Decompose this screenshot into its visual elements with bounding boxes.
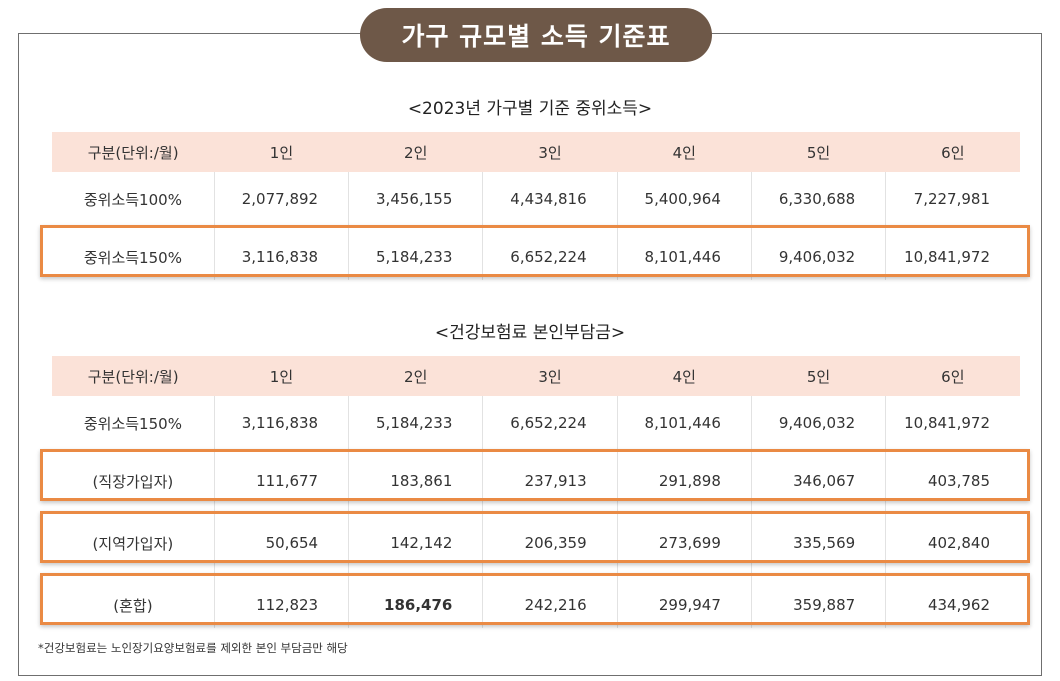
cell-value: 2,077,892 [213, 172, 349, 226]
cell-value: 299,947 [616, 582, 752, 628]
row-label: 중위소득100% [83, 190, 182, 209]
cell-value: 6,330,688 [750, 172, 886, 226]
header-6person: 6인 [941, 143, 965, 162]
cell-value: 206,359 [482, 520, 618, 566]
cell-value: 7,227,981 [885, 172, 1020, 226]
cell-value-emphasized: 186,476 [348, 582, 483, 628]
cell-value: 335,569 [750, 520, 886, 566]
cell-value: 403,785 [885, 458, 1020, 504]
cell-value: 346,067 [750, 458, 886, 504]
cell-value: 5,400,964 [616, 172, 752, 226]
cell-value: 237,913 [482, 458, 618, 504]
cell-value: 434,962 [885, 582, 1020, 628]
table2-header-row: 구분(단위:/월) 1인 2인 3인 4인 5인 6인 [52, 356, 1020, 396]
header-5person: 5인 [806, 143, 831, 162]
table1-heading: <2023년 가구별 기준 중위소득> [407, 99, 653, 119]
cell-value: 359,887 [750, 582, 886, 628]
cell-value: 8,101,446 [616, 396, 752, 450]
table2-heading: <건강보험료 본인부담금> [434, 323, 626, 343]
median-income-table: 구분(단위:/월) 1인 2인 3인 4인 5인 6인 중위소득100% 2,0… [52, 132, 1020, 280]
table-row: (직장가입자) 111,677 183,861 237,913 291,898 … [52, 458, 1020, 504]
footnote: *건강보험료는 노인장기요양보험료를 제외한 본인 부담금만 해당 [38, 641, 348, 655]
header-6person: 6인 [941, 367, 965, 386]
cell-value: 3,456,155 [348, 172, 483, 226]
cell-value: 9,406,032 [750, 234, 886, 280]
header-3person: 3인 [538, 143, 562, 162]
row-label: (지역가입자) [92, 534, 174, 553]
cell-value: 3,116,838 [213, 396, 349, 450]
cell-value: 4,434,816 [482, 172, 618, 226]
cell-value: 3,116,838 [213, 234, 349, 280]
row-label: (직장가입자) [92, 472, 174, 491]
table-row: (혼합) 112,823 186,476 242,216 299,947 359… [52, 582, 1020, 628]
cell-value: 8,101,446 [616, 234, 752, 280]
header-2person: 2인 [404, 143, 428, 162]
cell-value: 111,677 [213, 458, 349, 504]
table-row: 중위소득150% 3,116,838 5,184,233 6,652,224 8… [52, 396, 1020, 450]
cell-value: 402,840 [885, 520, 1020, 566]
health-insurance-table: 구분(단위:/월) 1인 2인 3인 4인 5인 6인 중위소득150% 3,1… [52, 356, 1020, 628]
header-5person: 5인 [806, 367, 831, 386]
cell-value: 10,841,972 [885, 234, 1020, 280]
row-label: 중위소득150% [83, 248, 182, 267]
cell-value: 142,142 [348, 520, 483, 566]
cell-value: 5,184,233 [348, 396, 483, 450]
header-1person: 1인 [269, 143, 294, 162]
table-row: 중위소득100% 2,077,892 3,456,155 4,434,816 5… [52, 172, 1020, 226]
header-3person: 3인 [538, 367, 562, 386]
row-label: (혼합) [113, 596, 153, 615]
cell-value: 242,216 [482, 582, 618, 628]
cell-value: 9,406,032 [750, 396, 886, 450]
cell-value: 183,861 [348, 458, 483, 504]
header-2person: 2인 [404, 367, 428, 386]
row-label: 중위소득150% [83, 414, 182, 433]
cell-value: 273,699 [616, 520, 752, 566]
cell-value: 112,823 [213, 582, 349, 628]
table1-header-row: 구분(단위:/월) 1인 2인 3인 4인 5인 6인 [52, 132, 1020, 172]
table-row: (지역가입자) 50,654 142,142 206,359 273,699 3… [52, 520, 1020, 566]
header-4person: 4인 [672, 143, 696, 162]
cell-value: 6,652,224 [482, 234, 618, 280]
cell-value: 5,184,233 [348, 234, 483, 280]
cell-value: 6,652,224 [482, 396, 618, 450]
table-row: 중위소득150% 3,116,838 5,184,233 6,652,224 8… [52, 234, 1020, 280]
page-title: 가구 규모별 소득 기준표 [360, 8, 712, 62]
header-category: 구분(단위:/월) [87, 143, 179, 162]
cell-value: 10,841,972 [885, 396, 1020, 450]
cell-value: 50,654 [213, 520, 349, 566]
cell-value: 291,898 [616, 458, 752, 504]
header-category: 구분(단위:/월) [87, 367, 179, 386]
header-1person: 1인 [269, 367, 294, 386]
header-4person: 4인 [672, 367, 696, 386]
